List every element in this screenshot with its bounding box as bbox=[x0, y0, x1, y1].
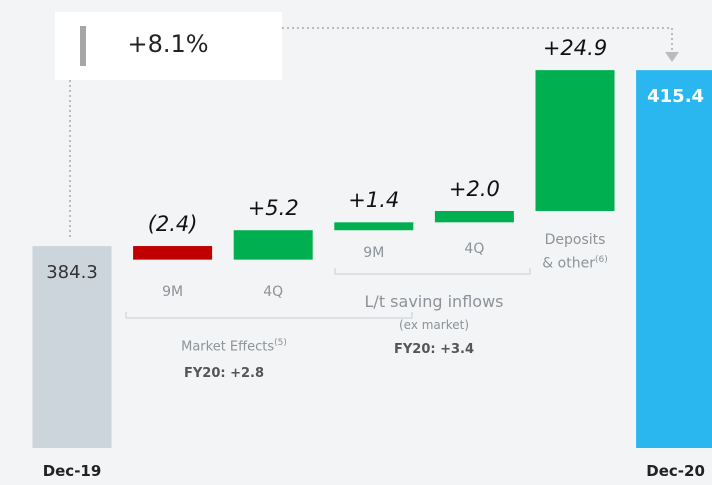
arrow bbox=[665, 52, 679, 62]
footnote: (6) bbox=[594, 255, 608, 265]
bar bbox=[434, 210, 514, 223]
bar bbox=[32, 246, 112, 448]
group-label: Market Effects(5) bbox=[181, 338, 287, 355]
category: Deposits & other bbox=[542, 232, 606, 272]
value-label: 415.4 bbox=[647, 86, 705, 108]
summary-label: +8.1% bbox=[127, 30, 209, 58]
value-label: 384.3 bbox=[46, 262, 98, 284]
group-total: FY20: +3.4 bbox=[393, 342, 475, 357]
value-label: +24.9 bbox=[542, 36, 608, 61]
x-tick-label: 4Q bbox=[464, 241, 485, 257]
x-tick-label: 9M bbox=[162, 284, 184, 300]
value-label: +1.4 bbox=[348, 188, 400, 213]
bracket bbox=[334, 268, 531, 275]
group-total: FY20: +2.8 bbox=[183, 366, 265, 381]
group-sublabel: (ex market) bbox=[398, 318, 470, 332]
bar bbox=[535, 70, 615, 211]
summary-accent bbox=[80, 26, 86, 66]
bracket bbox=[125, 312, 413, 319]
bar bbox=[636, 70, 712, 448]
bar bbox=[133, 246, 213, 260]
x-tick-label: Deposits & other(6) bbox=[539, 230, 611, 274]
bar bbox=[233, 230, 313, 260]
x-tick-label: Dec-20 bbox=[646, 462, 705, 480]
group-label: L/t saving inflows bbox=[364, 292, 504, 311]
bar bbox=[334, 222, 414, 231]
value-label: +5.2 bbox=[247, 196, 299, 221]
x-tick-label: Dec-19 bbox=[42, 462, 102, 480]
x-tick-label: 4Q bbox=[263, 284, 284, 300]
x-tick-label: 9M bbox=[363, 245, 385, 261]
value-label: (2.4) bbox=[147, 212, 198, 237]
value-label: +2.0 bbox=[448, 176, 500, 201]
connector bbox=[282, 27, 673, 52]
summary-box bbox=[55, 12, 282, 80]
